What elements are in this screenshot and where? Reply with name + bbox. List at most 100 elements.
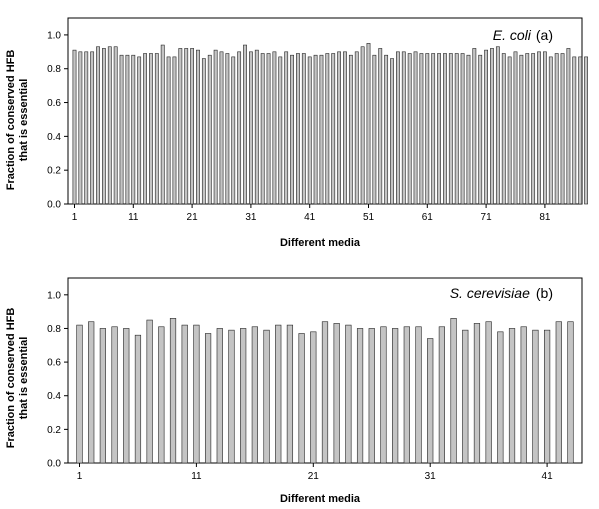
bar <box>462 329 469 464</box>
bar <box>513 51 518 205</box>
bar <box>537 51 541 205</box>
bar <box>490 48 494 205</box>
y-tick-label: 0.6 <box>47 98 61 109</box>
bar <box>204 333 212 464</box>
bar <box>419 53 424 205</box>
y-tick-label: 0.2 <box>47 166 61 177</box>
y-axis-label-line2: that is essential <box>18 337 30 420</box>
bar <box>119 54 124 205</box>
x-tick-label: 21 <box>187 212 199 223</box>
bar <box>542 51 547 205</box>
bar <box>413 51 418 205</box>
bar <box>472 48 477 205</box>
bar <box>193 324 200 464</box>
bar <box>378 48 383 205</box>
x-tick-label: 31 <box>245 212 257 223</box>
x-axis: 1 11 21 31 41 <box>77 463 553 482</box>
bar <box>531 53 536 205</box>
bar <box>84 51 89 205</box>
bar <box>286 324 294 464</box>
bar <box>508 328 516 464</box>
bar <box>554 53 559 205</box>
bar <box>560 53 565 205</box>
panel-s-cerevisiae: 0.00.20.40.60.81.0 1 11 21 31 41 Different m… <box>5 277 583 505</box>
bar <box>131 54 136 205</box>
bar <box>578 56 583 205</box>
bar <box>213 49 218 205</box>
y-axis-label-line2: that is essential <box>18 79 30 162</box>
bar <box>207 54 212 205</box>
y-tick-label: 0.0 <box>47 200 61 211</box>
bar <box>251 326 258 464</box>
bar <box>225 53 230 205</box>
organism-name: S. cerevisiae <box>450 285 530 301</box>
bar <box>158 326 165 464</box>
bar <box>76 324 83 464</box>
bar <box>307 56 312 205</box>
bar <box>290 54 294 205</box>
bar <box>543 329 551 464</box>
bar <box>407 53 412 205</box>
bar <box>392 328 399 464</box>
bar <box>519 54 524 205</box>
y-tick-label: 0.8 <box>47 64 61 75</box>
y-tick-label: 0.4 <box>47 391 61 402</box>
bar <box>437 53 441 205</box>
bar <box>78 51 83 205</box>
bar <box>343 51 347 205</box>
bar <box>380 326 387 464</box>
bar <box>520 326 527 464</box>
bar <box>301 53 306 205</box>
x-tick-label: 11 <box>128 212 139 223</box>
x-tick-label: 11 <box>191 471 202 482</box>
bar <box>473 323 481 464</box>
panel-label: E. coli (a) <box>493 27 553 43</box>
bar <box>90 51 95 205</box>
bar <box>266 53 271 205</box>
bar <box>219 51 224 205</box>
bar <box>368 328 375 464</box>
x-tick-label: 61 <box>422 212 434 223</box>
bar <box>395 51 400 205</box>
panel-tag: (a) <box>536 27 553 43</box>
bar <box>260 53 265 205</box>
bar <box>331 53 336 205</box>
x-tick-label: 1 <box>77 471 83 482</box>
y-tick-label: 0.8 <box>47 324 61 335</box>
bar <box>184 48 189 205</box>
bar <box>321 321 329 464</box>
y-tick-label: 0.2 <box>47 425 61 436</box>
x-tick-label: 21 <box>308 471 320 482</box>
bar <box>566 48 571 205</box>
bar <box>443 53 447 205</box>
bar <box>497 331 504 464</box>
bar <box>572 56 577 205</box>
bar <box>231 56 236 205</box>
bar <box>425 53 430 205</box>
x-axis-label: Different media <box>280 237 361 249</box>
bar <box>201 58 206 205</box>
x-tick-label: 51 <box>363 212 375 223</box>
bar <box>125 54 130 205</box>
bar <box>181 324 188 464</box>
organism-name: E. coli <box>493 27 532 43</box>
x-axis: 1 11 21 31 41 51 61 71 81 <box>72 204 551 223</box>
bar <box>390 58 394 205</box>
bar <box>333 323 340 464</box>
y-axis: 0.0 0.2 0.4 0.6 0.8 1.0 <box>47 290 68 470</box>
bar <box>356 328 364 464</box>
y-tick-label: 0.0 <box>47 459 61 470</box>
bar <box>263 329 270 464</box>
bar <box>454 53 459 205</box>
bar <box>485 321 492 464</box>
x-tick-label: 41 <box>304 212 316 223</box>
bar <box>450 318 457 464</box>
bar <box>88 321 95 464</box>
bar <box>272 51 277 205</box>
bar <box>555 321 562 464</box>
panel-e-coli: 0.00.20.40.60.81.0 1 11 21 31 41 51 61 71 81 Dif… <box>5 17 588 249</box>
bar <box>72 49 77 205</box>
bar <box>216 328 223 464</box>
bar <box>254 49 259 205</box>
